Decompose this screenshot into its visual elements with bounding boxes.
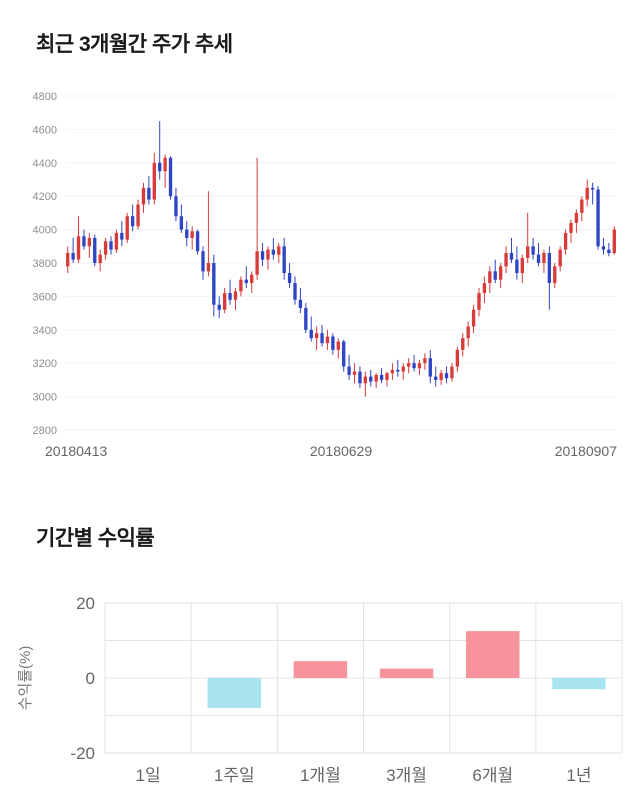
svg-text:4200: 4200 [33, 191, 57, 203]
svg-text:4800: 4800 [33, 91, 57, 103]
svg-text:6개월: 6개월 [472, 766, 513, 785]
svg-text:3600: 3600 [33, 291, 57, 303]
svg-text:1년: 1년 [566, 766, 591, 785]
svg-text:4000: 4000 [33, 225, 57, 237]
svg-text:20180907: 20180907 [555, 443, 618, 459]
svg-text:0: 0 [86, 669, 95, 688]
returns-chart-title: 기간별 수익률 [36, 527, 155, 550]
svg-text:4400: 4400 [33, 158, 57, 170]
svg-text:-20: -20 [70, 744, 95, 763]
price-chart-title: 최근 3개월간 주가 추세 [36, 33, 233, 56]
svg-text:20: 20 [76, 594, 95, 613]
svg-text:1개월: 1개월 [300, 766, 341, 785]
svg-text:20180413: 20180413 [45, 443, 108, 459]
svg-text:3800: 3800 [33, 258, 57, 270]
svg-text:20180629: 20180629 [310, 443, 373, 459]
svg-text:4600: 4600 [33, 124, 57, 136]
svg-text:2800: 2800 [33, 425, 57, 437]
price-candlestick-chart: 2800 3000 3200 3400 3600 3800 4000 4200 4400 4600… [33, 91, 618, 459]
svg-text:3개월: 3개월 [386, 766, 427, 785]
returns-bar-chart: -20 0 20 1일 1주일 1개월 3개월 6개월 1년 수익률(%) [17, 594, 623, 785]
svg-text:3400: 3400 [33, 325, 57, 337]
svg-text:3200: 3200 [33, 358, 57, 370]
svg-text:1주일: 1주일 [214, 766, 255, 785]
svg-text:1일: 1일 [136, 766, 161, 785]
svg-text:수익률(%): 수익률(%) [17, 646, 34, 711]
svg-text:3000: 3000 [33, 392, 57, 404]
